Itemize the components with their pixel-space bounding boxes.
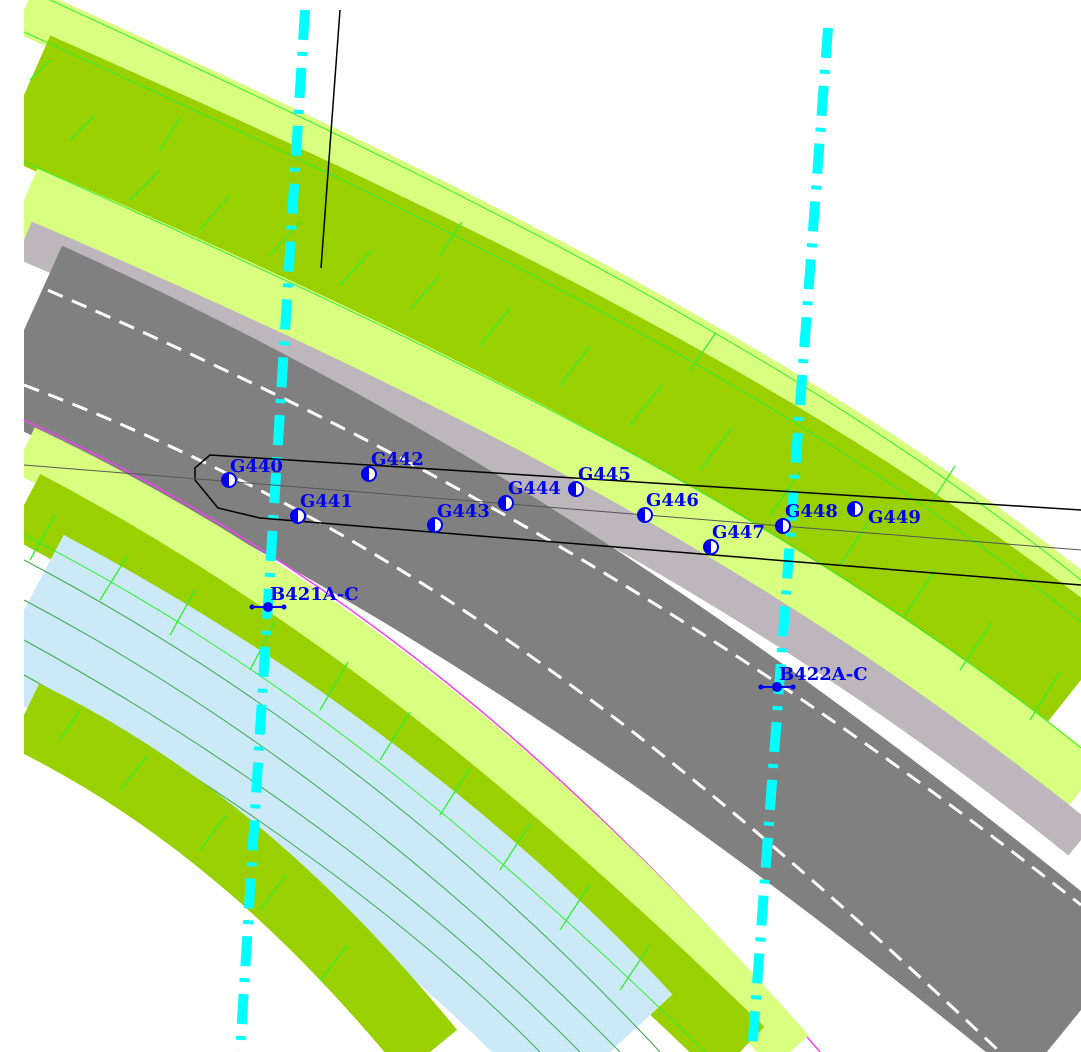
verge-band-outer-light	[24, 0, 1081, 619]
marker-label: G446	[646, 490, 699, 511]
marker-g442[interactable]: G442	[361, 449, 424, 482]
utility-line-west	[235, 9, 310, 1052]
borehole-dot	[281, 604, 287, 610]
marker-g445[interactable]: G445	[568, 464, 631, 497]
borehole-label: B421A-C	[270, 584, 359, 605]
marker-symbol-fill	[291, 509, 298, 523]
survey-markers: G440 G441 G442 G443 G444 G445 G446 G447 G448 G449	[221, 449, 921, 555]
marker-symbol-fill	[499, 496, 506, 510]
marker-g446[interactable]: G446	[637, 490, 699, 523]
marker-g448[interactable]: G448	[775, 501, 838, 534]
verge-ticks	[29, 59, 1061, 991]
marker-label: G442	[371, 449, 424, 470]
verge-band-bottom-dark	[24, 683, 458, 1052]
verge-band-mid-light	[24, 167, 1081, 818]
marker-label: G440	[230, 456, 283, 477]
verge-band-south-light	[24, 427, 809, 1052]
marker-symbol-fill	[704, 540, 711, 554]
borehole-dot	[758, 684, 764, 690]
reference-line	[320, 9, 341, 269]
road-corridor	[24, 0, 1081, 1052]
marker-symbol-fill	[638, 508, 645, 522]
alignment-outline	[194, 454, 1081, 586]
utility-line-east	[747, 27, 833, 1052]
verge-band-outer-dark	[24, 35, 1081, 731]
borehole-b422a-c[interactable]: B422A-C	[758, 664, 868, 692]
marker-label: G449	[868, 507, 921, 528]
boundary-line-a	[48, 0, 1081, 581]
borehole-dot	[263, 602, 273, 612]
marker-g443[interactable]: G443	[427, 501, 490, 533]
marker-label: G443	[437, 501, 490, 522]
marker-g444[interactable]: G444	[498, 478, 561, 511]
marker-symbol-fill	[776, 519, 783, 533]
marker-label: G445	[578, 464, 631, 485]
boundary-line-d	[24, 534, 706, 1052]
channel-water	[24, 534, 673, 1052]
marker-g447[interactable]: G447	[703, 522, 765, 555]
marker-symbol-fill	[428, 518, 435, 532]
marker-label: G448	[785, 501, 838, 522]
marker-g440[interactable]: G440	[221, 456, 283, 488]
marker-g449[interactable]: G449	[847, 501, 921, 528]
marker-symbol-fill	[222, 473, 229, 487]
marker-symbol-fill	[848, 502, 855, 516]
lane-marking-lower	[24, 383, 1002, 1052]
marker-g441[interactable]: G441	[290, 491, 353, 524]
borehole-label: B422A-C	[779, 664, 868, 685]
alignment-centre-line	[23, 464, 1081, 551]
marker-label: G447	[712, 522, 765, 543]
carriageway	[24, 245, 1081, 1052]
borehole-dot	[790, 684, 796, 690]
boundary-line-b	[24, 31, 1081, 623]
marker-label: G441	[300, 491, 353, 512]
boundary-line-c	[24, 161, 1081, 749]
boreholes: B421A-C B422A-C	[249, 584, 868, 692]
channel-line-3	[24, 639, 581, 1052]
borehole-b421a-c[interactable]: B421A-C	[249, 584, 359, 612]
marker-symbol-fill	[569, 482, 576, 496]
borehole-dot	[249, 604, 255, 610]
utility-lines	[235, 9, 833, 1052]
borehole-dot	[772, 682, 782, 692]
channel-line-2	[24, 599, 621, 1052]
marker-symbol-fill	[362, 467, 369, 481]
marker-label: G444	[508, 478, 561, 499]
channel-line-1	[24, 559, 661, 1052]
